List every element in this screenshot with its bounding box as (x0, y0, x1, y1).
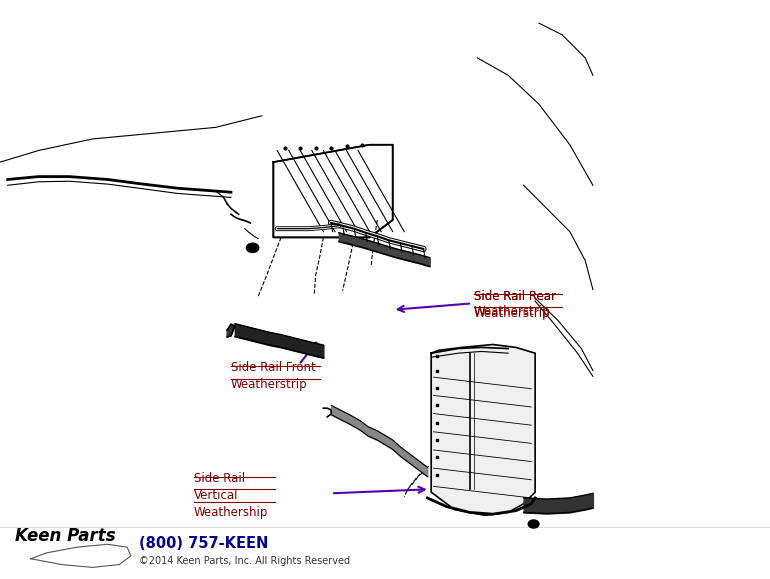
Text: (800) 757-KEEN: (800) 757-KEEN (139, 536, 268, 551)
Polygon shape (431, 345, 535, 515)
Text: Side Rail Front
Weatherstrip: Side Rail Front Weatherstrip (231, 361, 316, 391)
Polygon shape (273, 145, 393, 237)
Polygon shape (227, 324, 235, 337)
Text: Keen Parts: Keen Parts (15, 527, 116, 545)
Text: Side Rail Rear
Weatherstrip: Side Rail Rear Weatherstrip (474, 290, 555, 317)
Text: ©2014 Keen Parts, Inc. All Rights Reserved: ©2014 Keen Parts, Inc. All Rights Reserv… (139, 556, 350, 566)
Text: Side Rail Rear
Weatherstrip: Side Rail Rear Weatherstrip (474, 290, 555, 320)
Circle shape (528, 520, 539, 528)
Circle shape (246, 243, 259, 252)
Text: Side Rail
Vertical
Weathership: Side Rail Vertical Weathership (194, 472, 269, 519)
